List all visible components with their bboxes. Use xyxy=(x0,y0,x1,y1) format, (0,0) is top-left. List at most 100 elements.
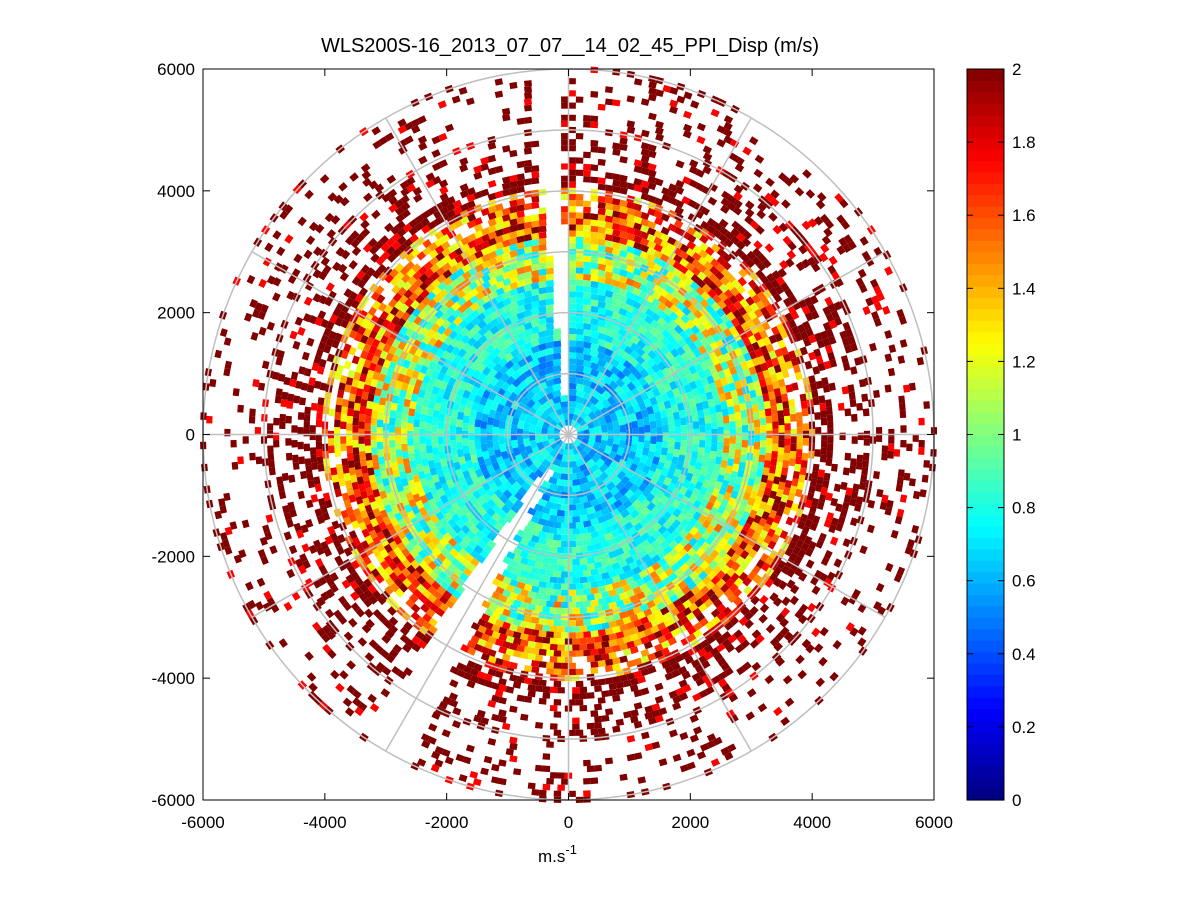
data-cell xyxy=(695,402,704,411)
data-cell xyxy=(577,430,584,435)
data-cell xyxy=(319,382,328,391)
data-cell xyxy=(378,521,388,531)
data-cell xyxy=(653,236,663,246)
data-cell xyxy=(439,365,449,375)
data-cell xyxy=(542,643,551,650)
data-cell xyxy=(501,405,511,415)
data-cell xyxy=(655,394,664,404)
data-cell xyxy=(306,472,314,481)
data-cell xyxy=(438,288,448,299)
data-cell xyxy=(716,603,727,614)
data-cell xyxy=(324,297,334,307)
data-cell xyxy=(759,529,769,540)
data-cell xyxy=(534,642,543,650)
data-cell xyxy=(811,627,821,638)
data-cell xyxy=(511,377,522,388)
data-cell xyxy=(486,507,496,517)
data-cell xyxy=(575,364,585,373)
data-cell xyxy=(545,267,554,275)
data-cell xyxy=(423,598,434,608)
data-cell xyxy=(530,263,540,271)
data-cell xyxy=(332,307,342,317)
data-cell xyxy=(646,470,655,480)
data-cell xyxy=(590,368,600,378)
data-cell xyxy=(537,395,548,406)
data-cell xyxy=(583,304,592,312)
data-cell xyxy=(434,245,445,255)
data-cell xyxy=(538,661,547,668)
data-cell xyxy=(568,334,577,341)
data-cell xyxy=(530,294,540,303)
data-cell xyxy=(631,436,639,445)
data-cell xyxy=(812,366,820,375)
data-cell xyxy=(611,273,621,282)
data-cell xyxy=(771,413,779,422)
data-cell xyxy=(575,157,584,164)
data-cell xyxy=(641,352,651,362)
data-cell xyxy=(597,515,607,524)
data-cell xyxy=(367,467,375,476)
data-cell xyxy=(862,305,871,316)
data-cell xyxy=(697,263,707,273)
data-cell xyxy=(751,256,762,266)
data-cell xyxy=(632,287,642,296)
data-cell xyxy=(408,345,418,356)
data-cell xyxy=(687,580,697,591)
data-cell xyxy=(429,467,438,476)
data-cell xyxy=(462,422,469,431)
data-cell xyxy=(386,245,396,256)
data-cell xyxy=(650,540,660,550)
data-cell xyxy=(402,375,412,385)
data-cell xyxy=(660,226,670,236)
data-cell xyxy=(672,702,682,711)
data-cell xyxy=(568,139,576,146)
data-cell xyxy=(437,281,447,291)
data-cell xyxy=(427,220,437,230)
data-cell xyxy=(427,298,438,309)
data-cell xyxy=(410,517,420,527)
data-cell xyxy=(523,577,533,586)
data-cell xyxy=(734,411,742,420)
data-cell xyxy=(388,203,398,213)
data-cell xyxy=(768,350,777,360)
data-cell xyxy=(703,452,711,461)
data-cell xyxy=(590,231,599,239)
data-cell xyxy=(377,449,384,458)
data-cell xyxy=(762,393,770,402)
data-cell xyxy=(377,483,385,493)
data-cell xyxy=(509,281,519,290)
data-cell xyxy=(411,505,420,515)
data-cell xyxy=(550,419,558,427)
data-cell xyxy=(665,535,675,545)
data-cell xyxy=(728,583,739,593)
data-cell xyxy=(763,535,773,545)
data-cell xyxy=(425,491,434,501)
data-cell xyxy=(765,445,773,454)
data-cell xyxy=(381,666,392,676)
data-cell xyxy=(505,629,515,638)
data-cell xyxy=(383,484,392,494)
data-cell xyxy=(621,551,631,560)
data-cell xyxy=(612,663,621,671)
data-cell xyxy=(516,241,525,250)
data-cell xyxy=(376,341,386,351)
data-cell xyxy=(403,503,413,514)
data-cell xyxy=(509,334,520,344)
data-cell xyxy=(597,579,607,587)
data-cell xyxy=(314,483,322,493)
data-cell xyxy=(679,616,690,626)
data-cell xyxy=(777,268,787,278)
data-cell xyxy=(464,545,474,555)
data-cell xyxy=(489,482,499,493)
data-cell xyxy=(364,652,375,662)
data-cell xyxy=(802,438,810,446)
data-cell xyxy=(746,359,755,369)
data-cell xyxy=(680,507,690,517)
data-cell xyxy=(740,361,749,371)
data-cell xyxy=(597,678,606,686)
data-cell xyxy=(718,321,728,332)
data-cell xyxy=(612,644,621,653)
data-cell xyxy=(422,513,432,523)
data-cell xyxy=(706,224,716,234)
data-cell xyxy=(400,194,410,205)
